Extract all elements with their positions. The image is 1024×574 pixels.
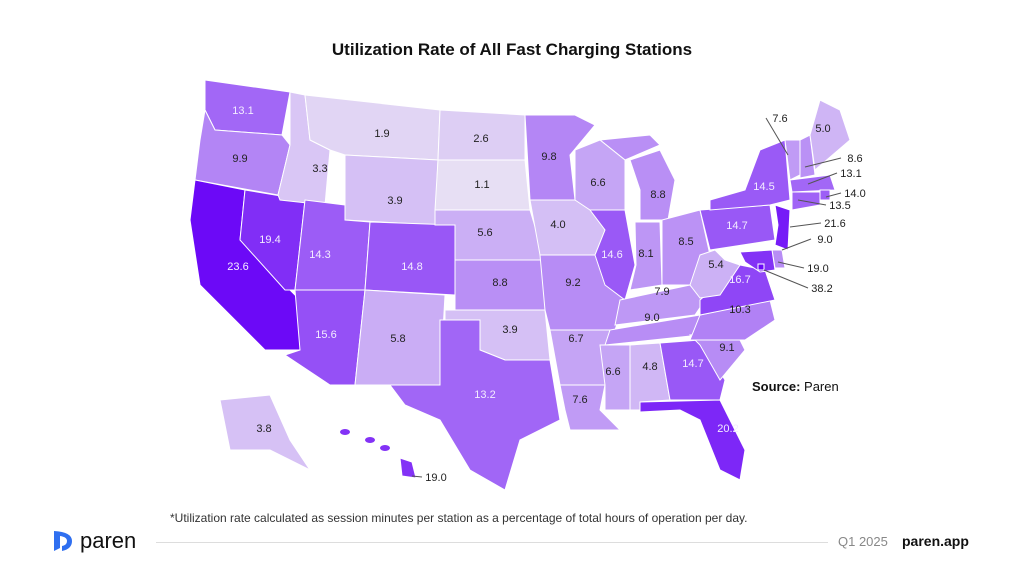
state-TX — [389, 319, 561, 491]
state-ME — [809, 99, 851, 171]
state-value-CT: 13.5 — [829, 200, 850, 212]
state-value-MD: 19.0 — [807, 263, 828, 275]
state-value-SC: 9.1 — [719, 342, 734, 354]
state-value-AZ: 15.6 — [315, 329, 336, 341]
website-link[interactable]: paren.app — [902, 533, 969, 549]
source-note: Source: Paren — [752, 379, 839, 394]
state-value-DC: 38.2 — [811, 283, 832, 295]
state-value-UT: 14.3 — [309, 249, 330, 261]
source-label: Source: — [752, 379, 801, 394]
state-value-NJ: 21.6 — [824, 218, 845, 230]
state-NY — [709, 139, 791, 211]
state-FL — [639, 399, 746, 481]
period-label: Q1 2025 — [838, 534, 888, 549]
state-value-AR: 6.7 — [568, 333, 583, 345]
footer-divider — [156, 542, 828, 543]
state-WV — [689, 249, 741, 299]
state-value-MO: 9.2 — [565, 277, 580, 289]
state-value-NH: 8.6 — [847, 153, 862, 165]
state-NJ — [774, 204, 791, 251]
state-MI — [629, 149, 676, 221]
leader-line-NJ — [789, 222, 822, 228]
state-value-HI: 19.0 — [425, 472, 446, 484]
state-value-VA: 16.7 — [729, 274, 750, 286]
state-CO — [364, 221, 456, 296]
paren-logo-icon — [54, 531, 72, 551]
state-value-ME: 5.0 — [815, 123, 830, 135]
state-value-MA: 13.1 — [840, 168, 861, 180]
leader-line-HI — [411, 475, 423, 478]
state-value-OK: 3.9 — [502, 324, 517, 336]
state-AK — [219, 394, 312, 472]
state-value-CO: 14.8 — [401, 261, 422, 273]
brand-name: paren — [80, 528, 137, 553]
state-value-KS: 8.8 — [492, 277, 507, 289]
state-value-MN: 9.8 — [541, 151, 556, 163]
state-HI-island — [380, 445, 390, 451]
state-MA — [789, 174, 836, 193]
state-value-WV: 5.4 — [708, 259, 723, 271]
state-IN — [629, 221, 663, 291]
footnote: *Utilization rate calculated as session … — [170, 511, 748, 525]
state-value-NV: 19.4 — [259, 234, 280, 246]
state-value-CA: 23.6 — [227, 261, 248, 273]
state-value-OH: 8.5 — [678, 236, 693, 248]
leader-line-DC — [763, 269, 809, 289]
state-value-IN: 8.1 — [638, 248, 653, 260]
leader-line-RI — [825, 192, 842, 198]
state-value-IA: 4.0 — [550, 219, 565, 231]
leader-line-VT — [765, 117, 789, 156]
state-value-RI: 14.0 — [844, 188, 865, 200]
state-value-VT: 7.6 — [772, 113, 787, 125]
state-MS — [599, 344, 631, 411]
state-value-AK: 3.8 — [256, 423, 271, 435]
state-value-NY: 14.5 — [753, 181, 774, 193]
state-value-TX: 13.2 — [474, 389, 495, 401]
state-value-WA: 13.1 — [232, 105, 253, 117]
state-value-NE: 5.6 — [477, 227, 492, 239]
state-value-IL: 14.6 — [601, 249, 622, 261]
state-value-WI: 6.6 — [590, 177, 605, 189]
state-value-ID: 3.3 — [312, 163, 327, 175]
state-RI — [819, 189, 831, 201]
state-value-TN: 9.0 — [644, 312, 659, 324]
leader-line-MA — [807, 172, 838, 185]
chart-title: Utilization Rate of All Fast Charging St… — [331, 40, 693, 59]
state-value-WY: 3.9 — [387, 195, 402, 207]
leader-line-CT — [797, 199, 827, 206]
state-value-PA: 14.7 — [726, 220, 747, 232]
leader-line-NH — [804, 157, 842, 168]
source-value: Paren — [804, 379, 839, 394]
state-HI-island — [340, 429, 350, 435]
state-value-OR: 9.9 — [232, 153, 247, 165]
state-value-NM: 5.8 — [390, 333, 405, 345]
state-value-KY: 7.9 — [654, 286, 669, 298]
state-HI-island — [365, 437, 375, 443]
leader-line-MD — [777, 261, 805, 269]
state-DC — [757, 263, 765, 271]
state-WY — [344, 154, 439, 226]
paren-logo: paren — [50, 528, 136, 554]
state-value-MT: 1.9 — [374, 128, 389, 140]
state-HI — [399, 457, 417, 479]
state-value-FL: 20.2 — [717, 423, 738, 435]
state-value-ND: 2.6 — [473, 133, 488, 145]
state-value-MS: 6.6 — [605, 366, 620, 378]
state-value-GA: 14.7 — [682, 358, 703, 370]
state-value-MI: 8.8 — [650, 189, 665, 201]
state-value-SD: 1.1 — [474, 179, 489, 191]
state-value-DE: 9.0 — [817, 234, 832, 246]
state-value-AL: 4.8 — [642, 361, 657, 373]
state-value-LA: 7.6 — [572, 394, 587, 406]
state-value-NC: 10.3 — [729, 304, 750, 316]
leader-line-DE — [781, 238, 812, 251]
state-IL — [589, 209, 636, 301]
